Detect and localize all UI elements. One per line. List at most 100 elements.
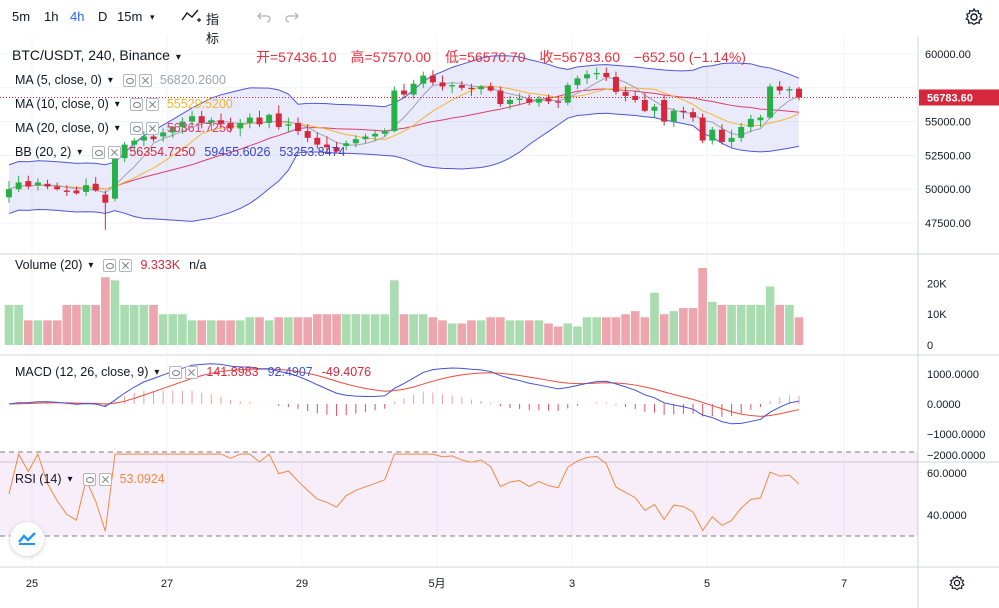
volume-bar: [602, 317, 611, 345]
volume-bar: [293, 317, 303, 345]
volume-bar: [736, 304, 746, 345]
high-value: 高=57570.00: [350, 49, 432, 65]
chevron-down-icon[interactable]: ▾: [77, 146, 83, 158]
candle-body: [102, 194, 109, 203]
volume-bar: [428, 317, 438, 345]
legend-bb[interactable]: BB (20, 2) ▾ 56354.7250 59455.6026 53253.…: [15, 145, 349, 159]
chevron-down-icon[interactable]: ▾: [154, 366, 160, 378]
volume-bar: [361, 314, 370, 345]
volume-bar: [679, 308, 688, 345]
volume-bar: [717, 304, 727, 345]
volume-bar: [573, 326, 582, 345]
volume-bar: [33, 320, 43, 345]
price-tick-label: 50000.00: [925, 184, 971, 196]
timeframe-15m[interactable]: 15m: [117, 9, 143, 24]
eye-icon[interactable]: [169, 365, 183, 379]
timeframe-5m[interactable]: 5m: [12, 9, 31, 24]
chevron-down-icon[interactable]: ▾: [175, 52, 181, 63]
indicators-icon: [181, 9, 201, 22]
volume-bar: [4, 304, 14, 345]
trading-chart[interactable]: 56783.60 60000.00 55000.00 52500.00 50000.00…: [0, 36, 999, 608]
volume-bar: [235, 320, 245, 345]
eye-icon[interactable]: [103, 258, 117, 272]
tradingview-logo[interactable]: [10, 522, 44, 556]
volume-label: Volume (20): [15, 258, 83, 272]
candle-body: [169, 127, 176, 133]
axis-settings-gear-icon[interactable]: [948, 574, 966, 597]
chevron-down-icon[interactable]: ▾: [114, 122, 120, 134]
eye-icon[interactable]: [92, 145, 106, 159]
chevron-down-icon[interactable]: ▾: [107, 74, 113, 86]
candle-body: [6, 189, 12, 198]
close-icon[interactable]: [108, 145, 122, 159]
volume-bar: [351, 314, 361, 345]
candle-body: [352, 139, 359, 144]
close-icon[interactable]: [119, 258, 133, 272]
volume-bar: [785, 304, 794, 345]
indicators-button[interactable]: 指标: [180, 6, 219, 46]
candle-body: [227, 122, 234, 129]
candle-body: [295, 122, 302, 132]
volume-bar: [110, 280, 120, 345]
legend-ma5[interactable]: MA (5, close, 0) ▾ 56820.2600: [15, 73, 230, 87]
volume-bar: [418, 314, 428, 345]
candle-body: [776, 86, 783, 91]
volume-bar: [139, 304, 149, 345]
chevron-down-icon[interactable]: ▾: [67, 473, 73, 485]
indicators-label: 指标: [206, 12, 220, 46]
candle-body: [593, 72, 600, 75]
chevron-down-icon[interactable]: ▾: [114, 98, 120, 110]
timeframe-1h[interactable]: 1h: [44, 9, 59, 24]
symbol-title-text: BTC/USDT, 240, Binance: [12, 47, 170, 63]
bb-lower-value: 53253.8474: [279, 145, 346, 159]
candle-body: [111, 155, 118, 199]
candle-body: [25, 181, 32, 187]
timeframe-d[interactable]: D: [98, 9, 108, 24]
volume-bar: [524, 320, 534, 345]
candle-body: [584, 74, 591, 79]
candle-body: [718, 129, 725, 142]
volume-bar: [563, 323, 573, 345]
close-icon[interactable]: [185, 365, 199, 379]
macd-signal-value: -49.4076: [321, 365, 372, 379]
legend-macd[interactable]: MACD (12, 26, close, 9) ▾ 141.8983 92.490…: [15, 365, 375, 379]
volume-bar: [611, 317, 621, 345]
volume-bar: [756, 304, 765, 345]
settings-gear-icon[interactable]: [964, 7, 984, 32]
candle-body: [208, 120, 215, 123]
eye-icon[interactable]: [129, 121, 143, 135]
undo-icon[interactable]: [256, 8, 272, 29]
volume-bar: [245, 317, 255, 345]
close-icon[interactable]: [145, 97, 159, 111]
close-icon[interactable]: [98, 472, 112, 486]
ohlc-values: 开=57436.10 高=57570.00 低=56570.70 收=56783…: [256, 47, 756, 67]
eye-icon[interactable]: [129, 97, 143, 111]
legend-volume[interactable]: Volume (20) ▾ 9.333K n/a: [15, 258, 210, 272]
close-icon[interactable]: [145, 121, 159, 135]
eye-icon[interactable]: [82, 472, 96, 486]
legend-ma10[interactable]: MA (10, close, 0) ▾ 55529.5200: [15, 97, 237, 111]
close-icon[interactable]: [138, 73, 152, 87]
legend-rsi[interactable]: RSI (14) ▾ 53.0924: [15, 472, 169, 486]
chevron-down-icon[interactable]: ▾: [150, 12, 155, 22]
timeframe-4h[interactable]: 4h: [70, 9, 85, 24]
candle-body: [641, 99, 648, 111]
candle-body: [767, 86, 774, 118]
candle-body: [757, 117, 764, 121]
legend-ma20[interactable]: MA (20, close, 0) ▾ 56361.7250: [15, 121, 237, 135]
volume-bar: [746, 304, 756, 345]
redo-icon[interactable]: [284, 8, 300, 29]
volume-bar: [544, 323, 553, 345]
eye-icon[interactable]: [122, 73, 136, 87]
chevron-down-icon[interactable]: ▾: [88, 259, 94, 271]
volume-bar: [43, 320, 52, 345]
candle-body: [516, 98, 523, 100]
price-tick-label: 47500.00: [925, 218, 971, 230]
volume-bar: [168, 314, 178, 345]
time-tick-label: 29: [296, 578, 308, 590]
chart-area[interactable]: 56783.60 60000.00 55000.00 52500.00 50000.00…: [0, 36, 999, 608]
volume-bar: [592, 317, 601, 345]
low-value: 低=56570.70: [444, 49, 526, 65]
volume-bar: [447, 323, 457, 345]
volume-bar: [794, 317, 804, 345]
